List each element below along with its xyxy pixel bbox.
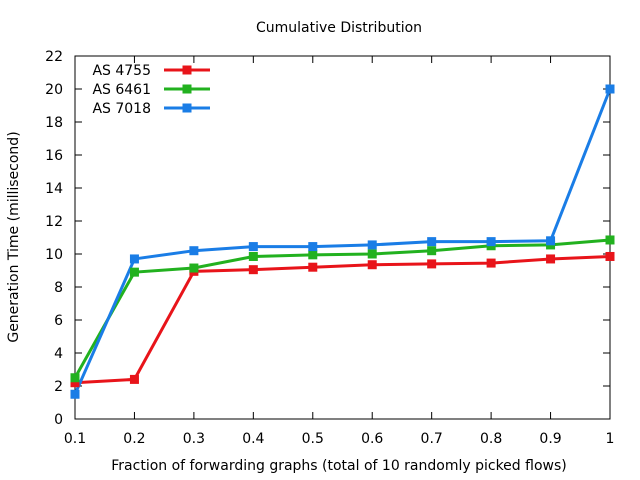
legend-label-as-6461: AS 6461: [92, 82, 151, 98]
data-point-as-4755: [546, 254, 556, 264]
y-tick-label: 18: [45, 115, 63, 131]
data-point-as-4755: [308, 262, 318, 272]
data-point-as-7018: [486, 237, 496, 247]
y-tick-label: 0: [54, 412, 63, 428]
y-tick-label: 22: [45, 49, 63, 65]
x-tick-label: 0.8: [480, 431, 502, 447]
data-point-as-6461: [70, 373, 80, 383]
data-point-as-7018: [308, 242, 318, 252]
data-point-as-6461: [427, 246, 437, 256]
legend-label-as-4755: AS 4755: [92, 63, 151, 79]
x-tick-label: 0.6: [361, 431, 383, 447]
series-markers: [70, 84, 615, 399]
y-tick-label: 8: [54, 280, 63, 296]
series-line-as-4755: [74, 254, 611, 385]
data-point-as-7018: [189, 246, 199, 256]
data-point-as-7018: [367, 240, 377, 250]
data-point-as-4755: [427, 259, 437, 269]
data-point-as-6461: [367, 249, 377, 259]
y-axis-label: Generation Time (millisecond): [6, 131, 22, 342]
series-line-as-6461: [73, 238, 611, 379]
data-point-as-6461: [189, 263, 199, 273]
data-point-as-6461: [605, 235, 615, 245]
data-point-as-7018: [427, 237, 437, 247]
x-tick-label: 0.9: [539, 431, 561, 447]
data-point-as-4755: [367, 260, 377, 270]
data-point-as-7018: [248, 242, 258, 252]
y-tick-label: 14: [45, 181, 63, 197]
data-point-as-4755: [129, 374, 139, 384]
legend: AS 4755 AS 6461 AS 7018: [92, 63, 210, 117]
data-point-as-4755: [248, 265, 258, 275]
x-tick-label: 0.5: [302, 431, 324, 447]
x-tick-label: 0.2: [123, 431, 145, 447]
plot-frame: [74, 55, 611, 420]
x-tick-label: 0.7: [421, 431, 443, 447]
axis-ticks: 0.1 0.2 0.3 0.4 0.5 0.6 0.7 0.8 0.9 1024681012141…: [45, 49, 614, 447]
series-line-as-7018: [73, 88, 612, 395]
data-point-as-7018: [605, 84, 615, 94]
data-point-as-4755: [605, 251, 615, 261]
data-point-as-4755: [70, 378, 80, 388]
data-point-as-6461: [308, 250, 318, 260]
x-tick-label: 0.1: [64, 431, 86, 447]
x-axis-label: Fraction of forwarding graphs (total of …: [111, 458, 566, 474]
y-tick-label: 12: [45, 214, 63, 230]
y-tick-label: 20: [45, 82, 63, 98]
x-tick-label: 0.4: [242, 431, 264, 447]
data-point-as-7018: [70, 389, 80, 399]
y-tick-label: 6: [54, 313, 63, 329]
legend-label-as-7018: AS 7018: [92, 101, 151, 117]
data-point-as-7018: [129, 254, 139, 264]
data-point-as-6461: [248, 251, 258, 261]
legend-marker-as-4755: [182, 65, 192, 75]
chart-title: Cumulative Distribution: [256, 20, 422, 36]
x-tick-label: 0.3: [183, 431, 205, 447]
series-lines: [73, 88, 612, 395]
y-tick-label: 2: [54, 379, 63, 395]
x-tick-label: 1: [606, 431, 615, 447]
y-tick-label: 16: [45, 148, 63, 164]
y-tick-label: 10: [45, 247, 63, 263]
data-point-as-6461: [129, 267, 139, 277]
data-point-as-7018: [546, 236, 556, 246]
y-tick-label: 4: [54, 346, 63, 362]
data-point-as-4755: [486, 258, 496, 268]
legend-marker-as-6461: [182, 84, 192, 94]
legend-marker-as-7018: [182, 103, 192, 113]
